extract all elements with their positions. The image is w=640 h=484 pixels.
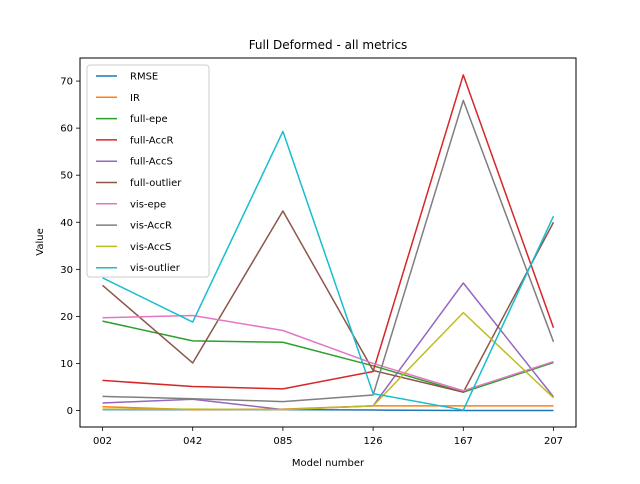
legend-box (86, 64, 210, 278)
x-tick-label: 207 (544, 436, 563, 447)
legend-label: full-epe (130, 114, 168, 125)
x-axis: 002 042 085 126 167 207 (93, 427, 563, 447)
x-tick-label: 002 (93, 436, 112, 447)
legend-label: IR (130, 93, 140, 104)
legend: RMSE IR full-epe full-AccR full-AccS full-out… (86, 64, 210, 278)
series-line-full-accr (102, 74, 555, 390)
y-tick-label: 0 (67, 406, 73, 417)
series-line-vis-accs (102, 311, 555, 411)
plot-frame (79, 57, 577, 428)
x-axis-label: Model number (292, 458, 365, 469)
y-tick-label: 50 (60, 171, 73, 182)
legend-label: full-AccS (130, 157, 173, 168)
series-line-vis-accr (102, 99, 555, 403)
legend-label: vis-outlier (130, 263, 181, 274)
legend-label: vis-AccR (130, 221, 172, 232)
series-layer (102, 74, 555, 412)
x-tick-label: 167 (454, 436, 473, 447)
series-line-vis-outlier (102, 130, 555, 411)
series-line-full-outlier (102, 210, 555, 393)
x-tick-label: 085 (273, 436, 292, 447)
chart-title: Full Deformed - all metrics (249, 38, 408, 52)
y-tick-label: 60 (60, 124, 73, 135)
series-line-vis-epe (102, 314, 554, 392)
y-axis: 0 10 20 30 40 50 60 70 (60, 77, 80, 417)
x-tick-label: 042 (183, 436, 202, 447)
y-tick-label: 30 (60, 265, 73, 276)
y-axis-label: Value (35, 228, 46, 255)
y-tick-label: 20 (60, 312, 73, 323)
legend-label: RMSE (130, 72, 158, 83)
y-tick-label: 40 (60, 218, 73, 229)
legend-label: vis-AccS (130, 242, 171, 253)
series-line-full-epe (102, 320, 554, 393)
x-tick-label: 126 (364, 436, 383, 447)
y-tick-label: 70 (60, 77, 73, 88)
legend-label: vis-epe (130, 199, 166, 210)
legend-label: full-outlier (130, 178, 182, 189)
legend-label: full-AccR (130, 135, 173, 146)
y-tick-label: 10 (60, 359, 73, 370)
